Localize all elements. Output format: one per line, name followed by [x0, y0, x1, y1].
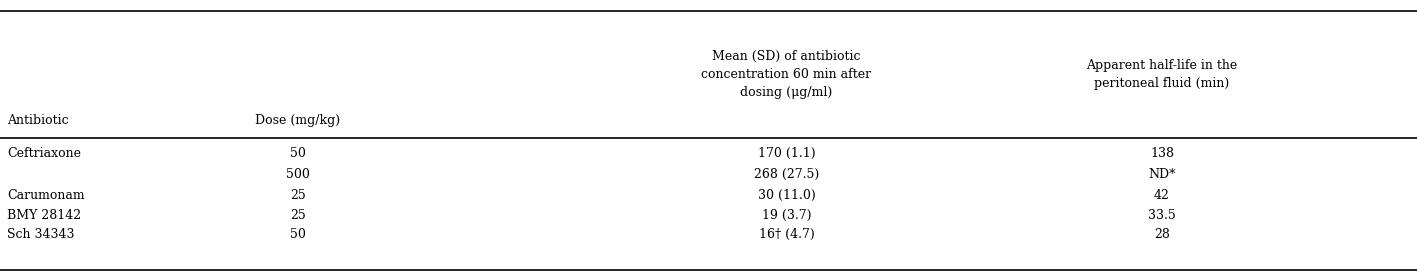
Text: 25: 25 — [289, 189, 306, 202]
Text: 25: 25 — [289, 209, 306, 222]
Text: 50: 50 — [289, 228, 306, 241]
Text: 50: 50 — [289, 147, 306, 160]
Text: Mean (SD) of antibiotic
concentration 60 min after
dosing (μg/ml): Mean (SD) of antibiotic concentration 60… — [701, 50, 871, 99]
Text: 33.5: 33.5 — [1148, 209, 1176, 222]
Text: ND*: ND* — [1148, 168, 1176, 181]
Text: Antibiotic: Antibiotic — [7, 114, 68, 127]
Text: Sch 34343: Sch 34343 — [7, 228, 75, 241]
Text: 19 (3.7): 19 (3.7) — [762, 209, 811, 222]
Text: 138: 138 — [1151, 147, 1173, 160]
Text: 170 (1.1): 170 (1.1) — [758, 147, 815, 160]
Text: Apparent half-life in the
peritoneal fluid (min): Apparent half-life in the peritoneal flu… — [1087, 59, 1237, 90]
Text: BMY 28142: BMY 28142 — [7, 209, 81, 222]
Text: 16† (4.7): 16† (4.7) — [758, 228, 815, 241]
Text: Carumonam: Carumonam — [7, 189, 85, 202]
Text: 268 (27.5): 268 (27.5) — [754, 168, 819, 181]
Text: Ceftriaxone: Ceftriaxone — [7, 147, 81, 160]
Text: 42: 42 — [1153, 189, 1170, 202]
Text: 500: 500 — [286, 168, 309, 181]
Text: 30 (11.0): 30 (11.0) — [758, 189, 815, 202]
Text: Dose (mg/kg): Dose (mg/kg) — [255, 114, 340, 127]
Text: 28: 28 — [1153, 228, 1170, 241]
